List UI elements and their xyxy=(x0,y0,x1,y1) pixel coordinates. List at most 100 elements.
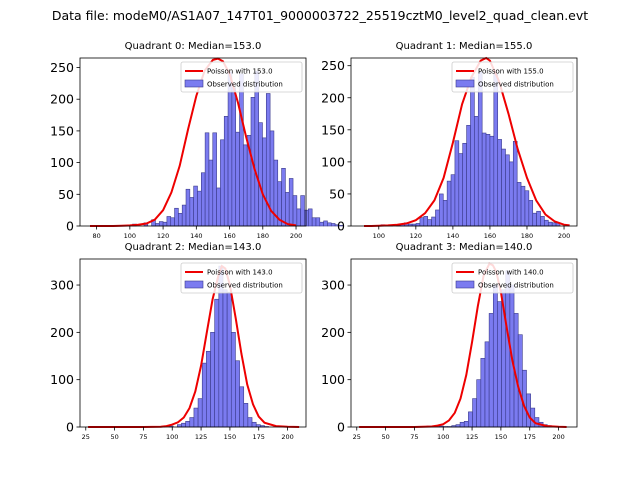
y-tick-label: 0 xyxy=(66,219,74,234)
histogram-bar xyxy=(201,172,206,227)
histogram-bar xyxy=(254,71,259,227)
histogram-bar xyxy=(476,379,482,428)
histogram-bar xyxy=(493,73,499,227)
y-tick-label: 300 xyxy=(50,278,74,293)
legend: Poisson with 155.0 Observed distribution xyxy=(451,61,574,93)
histogram-bar xyxy=(214,298,220,428)
histogram-bar xyxy=(212,132,217,227)
histogram-bar xyxy=(239,386,245,428)
quadrant-1-subplot: Quadrant 1: Median=155.0 100 120 140 160 180… xyxy=(321,41,578,240)
histogram-bar xyxy=(480,358,486,428)
y-tick-label: 200 xyxy=(50,92,74,107)
x-tick-label: 100 xyxy=(373,232,385,240)
histogram-bar xyxy=(201,362,207,428)
histogram-bar xyxy=(323,220,328,227)
legend-box xyxy=(451,61,574,93)
subplot-title: Quadrant 1: Median=155.0 xyxy=(396,41,533,52)
histogram-bar xyxy=(170,217,175,227)
legend-bar-swatch xyxy=(184,79,204,88)
histogram-bar xyxy=(442,200,448,227)
histogram-bar xyxy=(239,73,244,227)
x-tick-label: 180 xyxy=(257,232,269,240)
histogram-bar xyxy=(547,221,553,227)
x-tick-label: 100 xyxy=(124,232,136,240)
histogram-bar xyxy=(517,334,523,428)
histogram-bar xyxy=(251,421,257,428)
y-tick-label: 50 xyxy=(58,187,74,202)
y-tick-label: 250 xyxy=(50,60,74,75)
histogram-bar xyxy=(189,197,194,227)
x-tick-label: 175 xyxy=(253,433,265,441)
x-tick-label: 140 xyxy=(447,232,459,240)
histogram-bar xyxy=(181,204,187,227)
x-tick-label: 160 xyxy=(223,232,235,240)
y-tick-label: 100 xyxy=(50,372,74,387)
y-tick-label: 300 xyxy=(321,278,345,293)
x-tick-label: 25 xyxy=(353,433,361,441)
histogram-bar xyxy=(227,71,233,227)
histogram-bar xyxy=(185,188,191,227)
histogram-bar xyxy=(220,139,225,227)
legend: Poisson with 140.0 Observed distribution xyxy=(451,262,574,294)
histogram-bar xyxy=(338,225,344,227)
histogram-bar xyxy=(520,185,526,227)
histogram-bar xyxy=(193,185,198,227)
y-tick-label: 200 xyxy=(50,325,74,340)
x-tick-label: 150 xyxy=(224,433,236,441)
histogram-bar xyxy=(427,219,432,227)
histogram-bar xyxy=(230,332,236,428)
y-tick-label: 150 xyxy=(321,122,345,137)
histogram-bar xyxy=(439,193,444,227)
x-tick-label: 50 xyxy=(110,433,118,441)
histogram-bars xyxy=(372,71,561,227)
histogram-bar xyxy=(235,360,240,428)
histogram-bar xyxy=(472,398,477,428)
subplot-title: Quadrant 3: Median=140.0 xyxy=(396,242,533,253)
x-tick-label: 100 xyxy=(437,433,449,441)
x-tick-label: 50 xyxy=(381,433,389,441)
histogram-bar xyxy=(516,182,522,227)
histogram-bar xyxy=(223,116,229,227)
y-tick-label: 250 xyxy=(321,58,345,73)
histogram-bar xyxy=(181,422,186,428)
y-tick-label: 100 xyxy=(50,155,74,170)
x-tick-label: 75 xyxy=(139,433,147,441)
subplot-title: Quadrant 2: Median=143.0 xyxy=(125,242,262,253)
figure-suptitle: Data file: modeM0/AS1A07_147T01_90000037… xyxy=(52,8,588,23)
histogram-bar xyxy=(505,270,511,428)
histogram-bar xyxy=(185,421,191,428)
legend-bar-swatch xyxy=(184,280,204,289)
y-tick-label: 100 xyxy=(321,154,345,169)
histogram-bar xyxy=(319,221,324,227)
legend: Poisson with 143.0 Observed distribution xyxy=(180,262,303,294)
legend: Poisson with 153.0 Observed distribution xyxy=(180,61,303,93)
histogram-bar xyxy=(208,159,214,227)
histogram-bar xyxy=(330,223,336,227)
legend-box xyxy=(180,61,303,93)
histogram-bar xyxy=(197,398,203,428)
subplot-title: Quadrant 0: Median=153.0 xyxy=(125,41,262,52)
histogram-bar xyxy=(308,208,313,227)
x-tick-label: 200 xyxy=(558,232,570,240)
poisson-curve xyxy=(90,57,297,227)
histogram-bars xyxy=(160,265,269,428)
histogram-bar xyxy=(505,154,510,227)
histogram-bar xyxy=(528,200,534,227)
histogram-bar xyxy=(197,190,202,227)
legend-bar-label: Observed distribution xyxy=(478,282,554,290)
histogram-bar xyxy=(435,209,440,227)
histogram-bars xyxy=(124,71,344,227)
histogram-bar xyxy=(206,350,211,428)
histogram-bar xyxy=(485,134,491,227)
histogram-bar xyxy=(463,421,469,428)
legend-box xyxy=(451,262,574,294)
histogram-bar xyxy=(262,137,267,227)
histogram-bar xyxy=(158,221,164,227)
histogram-bar xyxy=(311,217,317,227)
histogram-bar xyxy=(281,168,286,227)
axes-frame xyxy=(350,258,578,428)
x-tick-label: 180 xyxy=(521,232,533,240)
quadrant-3-subplot: Quadrant 3: Median=140.0 25 50 75 100 125 150… xyxy=(321,242,578,441)
histogram-bar xyxy=(459,421,465,428)
